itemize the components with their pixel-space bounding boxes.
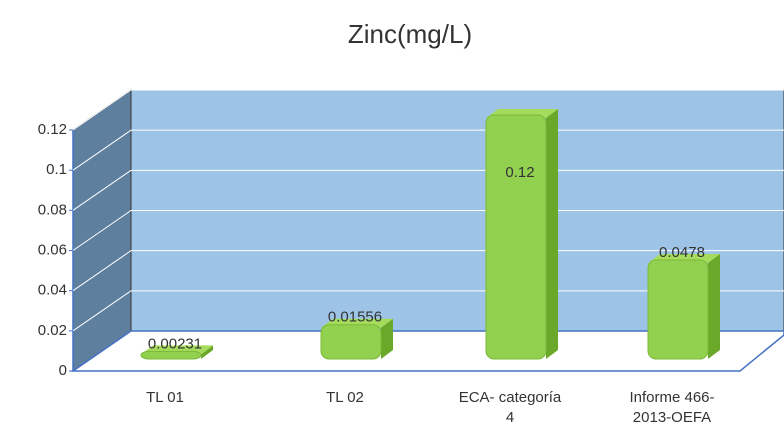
data-label: 0.01556	[328, 309, 382, 326]
grid-line	[72, 210, 784, 251]
x-tick-label: Informe 466-2013-OEFA	[629, 389, 715, 426]
bar	[485, 114, 547, 360]
data-label: 0.0478	[659, 244, 705, 261]
bar-side	[201, 345, 213, 359]
bar	[320, 324, 382, 360]
x-tick-label: TL 01	[146, 389, 184, 406]
grid-line	[72, 290, 784, 332]
data-label: 0.12	[505, 164, 534, 181]
y-tick-label: 0.08	[38, 201, 67, 218]
data-label: 0.00231	[148, 335, 202, 352]
bar-side	[381, 318, 393, 359]
grid-line	[72, 169, 784, 211]
x-tick-label: ECA- categoría 4	[458, 389, 562, 426]
y-tick-label: 0.06	[38, 241, 67, 258]
grid-line	[72, 250, 784, 292]
y-tick-label: 0.02	[38, 322, 67, 339]
grid-line	[72, 89, 784, 131]
y-tick-label: 0.1	[46, 161, 67, 178]
floor	[70, 330, 784, 372]
bar-side	[546, 109, 558, 359]
y-tick-label: 0.12	[38, 121, 67, 138]
x-tick-label: TL 02	[326, 389, 364, 406]
bar	[647, 259, 709, 360]
chart-title: Zinc(mg/L)	[348, 19, 472, 49]
bar	[140, 350, 202, 360]
grid-line	[72, 129, 784, 171]
y-tick-label: 0.04	[38, 282, 67, 299]
bar-side	[708, 254, 720, 359]
y-tick-label: 0	[59, 362, 67, 379]
